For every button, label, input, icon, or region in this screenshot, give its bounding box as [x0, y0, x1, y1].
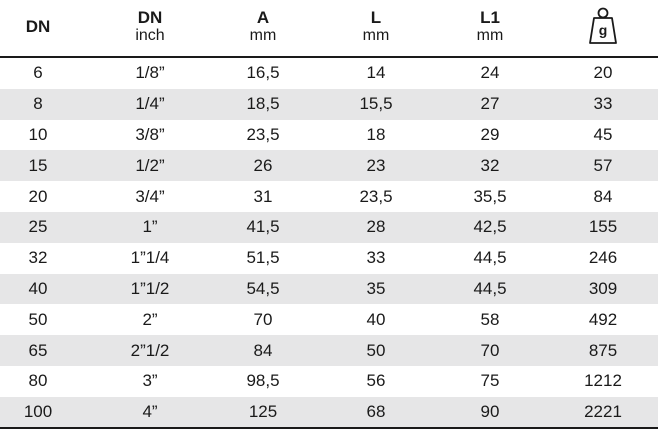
- table-cell: 20: [593, 63, 613, 83]
- header-unit: mm: [362, 27, 390, 44]
- table-cell: 2221: [584, 402, 622, 422]
- table-cell: 2”1/2: [130, 340, 170, 360]
- table-cell: 42,5: [473, 217, 507, 237]
- header-unit: inch: [135, 27, 165, 44]
- table-cell: 84: [593, 186, 613, 206]
- table-cell: 32: [480, 155, 500, 175]
- header-title: g: [598, 22, 608, 38]
- table-cell: 3/4”: [135, 186, 165, 206]
- table-cell: 875: [588, 340, 618, 360]
- table-cell: 23,5: [246, 125, 280, 144]
- row-stripe: [0, 88, 658, 120]
- table-cell: 70: [480, 340, 500, 360]
- table-cell: 15,5: [359, 94, 393, 114]
- table-cell: 309: [588, 279, 618, 298]
- table-cell: 41,5: [246, 217, 280, 237]
- table-cell: 155: [588, 217, 618, 237]
- table-cell: 1/4”: [135, 94, 165, 114]
- table-cell: 246: [588, 248, 618, 268]
- table-cell: 1/2”: [135, 155, 165, 175]
- header-unit: mm: [249, 27, 277, 44]
- table-cell: 35,5: [473, 186, 507, 206]
- header-title: DN: [137, 8, 163, 27]
- table-cell: 51,5: [246, 248, 280, 268]
- table-cell: 32: [28, 248, 48, 268]
- column-header: L1 mm: [435, 9, 545, 44]
- table-cell: 70: [253, 309, 273, 329]
- table-cell: 56: [366, 371, 386, 391]
- table-cell: 40: [28, 279, 48, 298]
- table-cell: 1”1/4: [130, 248, 170, 268]
- header-title: L1: [480, 8, 500, 27]
- column-header: DN inch: [95, 9, 205, 44]
- table-cell: 6: [33, 63, 43, 83]
- column-header: g: [548, 22, 658, 39]
- table-cell: 54,5: [246, 279, 280, 298]
- header-unit: mm: [476, 27, 504, 44]
- table-cell: 68: [366, 402, 386, 422]
- table-cell: 16,5: [246, 63, 280, 83]
- table-cell: 24: [480, 63, 500, 83]
- row-stripe: [0, 273, 658, 305]
- row-stripe: [0, 150, 658, 182]
- table-cell: 3/8”: [135, 125, 165, 144]
- table-cell: 18: [366, 125, 386, 144]
- table-cell: 44,5: [473, 279, 507, 298]
- table-cell: 15: [28, 155, 48, 175]
- header-title: L: [370, 8, 382, 27]
- table-cell: 8: [33, 94, 43, 114]
- table-cell: 84: [253, 340, 273, 360]
- table-cell: 28: [366, 217, 386, 237]
- table-cell: 20: [28, 186, 48, 206]
- column-header: DN: [0, 18, 93, 36]
- row-stripe: [0, 396, 658, 428]
- table-cell: 98,5: [246, 371, 280, 391]
- weight-icon: [589, 7, 617, 44]
- row-stripe: [0, 335, 658, 366]
- table-cell: 44,5: [473, 248, 507, 268]
- table-cell: 40: [366, 309, 386, 329]
- table-cell: 35: [366, 279, 386, 298]
- table-cell: 23: [366, 155, 386, 175]
- table-cell: 1”1/2: [130, 279, 170, 298]
- table-cell: 45: [593, 125, 613, 144]
- table-cell: 1/8”: [135, 63, 165, 83]
- table-cell: 10: [28, 125, 48, 144]
- table-cell: 80: [28, 371, 48, 391]
- table-cell: 65: [28, 340, 48, 360]
- table-cell: 14: [366, 63, 386, 83]
- table-cell: 27: [480, 94, 500, 114]
- table-cell: 50: [366, 340, 386, 360]
- table-cell: 25: [28, 217, 48, 237]
- table-cell: 58: [480, 309, 500, 329]
- table-cell: 50: [28, 309, 48, 329]
- row-stripe: [0, 212, 658, 243]
- table-cell: 90: [480, 402, 500, 422]
- table-cell: 26: [253, 155, 273, 175]
- table-cell: 75: [480, 371, 500, 391]
- table-cell: 1212: [584, 371, 622, 391]
- table-cell: 29: [480, 125, 500, 144]
- header-rule: [0, 56, 658, 58]
- table-cell: 3”: [142, 371, 158, 391]
- table-cell: 492: [588, 309, 618, 329]
- table-cell: 57: [593, 155, 613, 175]
- table-cell: 18,5: [246, 94, 280, 114]
- header-title: A: [256, 8, 270, 27]
- table-cell: 4”: [142, 402, 158, 422]
- table-cell: 100: [23, 402, 53, 422]
- table-cell: 1”: [142, 217, 158, 237]
- table-cell: 2”: [142, 309, 158, 329]
- bottom-rule: [0, 427, 658, 429]
- header-title: DN: [25, 17, 51, 36]
- table-cell: 125: [248, 402, 278, 422]
- table-cell: 33: [366, 248, 386, 268]
- table-cell: 33: [593, 94, 613, 114]
- table-cell: 31: [253, 186, 273, 206]
- table-cell: 23,5: [359, 186, 393, 206]
